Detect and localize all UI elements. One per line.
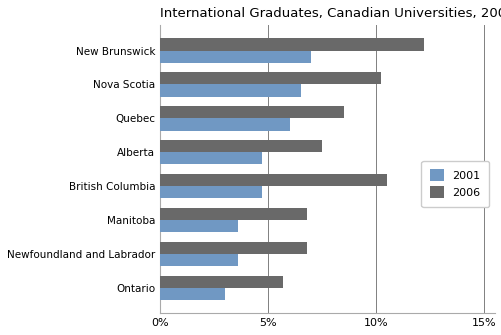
Bar [160, 288, 224, 300]
Bar [160, 106, 343, 118]
Text: International Graduates, Canadian Universities, 2001 & 2006: International Graduates, Canadian Univer… [160, 7, 501, 20]
Bar [160, 72, 380, 84]
Bar [160, 140, 322, 152]
Bar [160, 39, 423, 51]
Bar [160, 208, 307, 220]
Bar [160, 186, 261, 198]
Bar [160, 276, 283, 288]
Bar [160, 84, 300, 97]
Bar [160, 118, 289, 131]
Bar [160, 242, 307, 254]
Bar [160, 152, 261, 164]
Bar [160, 51, 311, 63]
Bar [160, 254, 237, 266]
Bar [160, 220, 237, 232]
Legend: 2001, 2006: 2001, 2006 [420, 160, 488, 207]
Bar [160, 174, 386, 186]
